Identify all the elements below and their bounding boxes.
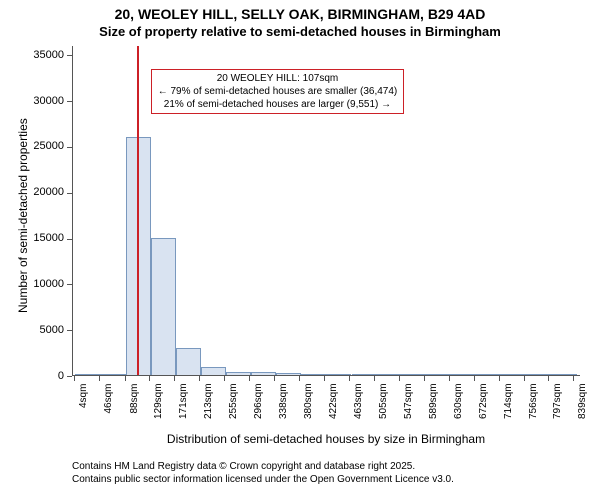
annotation-line: 20 WEOLEY HILL: 107sqm — [158, 72, 398, 85]
x-tick-label: 46sqm — [103, 383, 114, 413]
y-tick-label: 30000 — [33, 95, 64, 107]
annotation-box: 20 WEOLEY HILL: 107sqm← 79% of semi-deta… — [151, 69, 405, 114]
y-tick-label: 25000 — [33, 140, 64, 152]
y-tick-label: 20000 — [33, 186, 64, 198]
histogram-bar — [552, 374, 577, 375]
x-tick — [249, 376, 250, 381]
histogram-bar — [527, 374, 552, 375]
x-tick — [524, 376, 525, 381]
y-tick — [67, 284, 72, 285]
histogram-bar — [326, 374, 351, 375]
x-tick-label: 797sqm — [552, 383, 563, 419]
x-tick — [573, 376, 574, 381]
x-tick-label: 630sqm — [453, 383, 464, 419]
x-tick — [74, 376, 75, 381]
x-tick — [224, 376, 225, 381]
x-tick — [374, 376, 375, 381]
x-tick-label: 88sqm — [129, 383, 140, 413]
chart-title-2: Size of property relative to semi-detach… — [0, 24, 600, 39]
histogram-bar — [301, 374, 326, 375]
x-tick-label: 129sqm — [153, 383, 164, 419]
x-tick-label: 589sqm — [428, 383, 439, 419]
y-tick — [67, 55, 72, 56]
x-tick-label: 338sqm — [278, 383, 289, 419]
x-tick — [199, 376, 200, 381]
x-tick — [399, 376, 400, 381]
x-tick-label: 296sqm — [253, 383, 264, 419]
marker-line — [137, 46, 139, 375]
histogram-bar — [75, 374, 100, 375]
histogram-bar — [276, 373, 301, 375]
histogram-bar — [100, 374, 125, 375]
x-tick-label: 380sqm — [303, 383, 314, 419]
x-tick — [299, 376, 300, 381]
y-tick — [67, 330, 72, 331]
x-tick — [499, 376, 500, 381]
y-tick-label: 15000 — [33, 232, 64, 244]
histogram-bar — [452, 374, 477, 375]
y-tick-label: 10000 — [33, 278, 64, 290]
histogram-bar — [502, 374, 527, 375]
histogram-bar — [402, 374, 427, 375]
x-tick — [424, 376, 425, 381]
annotation-line: 21% of semi-detached houses are larger (… — [158, 98, 398, 111]
x-axis-label: Distribution of semi-detached houses by … — [72, 432, 580, 446]
histogram-bar — [226, 372, 251, 375]
x-tick-label: 463sqm — [353, 383, 364, 419]
y-axis-label: Number of semi-detached properties — [16, 118, 30, 313]
x-tick — [474, 376, 475, 381]
y-tick — [67, 239, 72, 240]
y-tick-label: 0 — [58, 370, 64, 382]
histogram-bar — [151, 238, 176, 376]
plot-area: 20 WEOLEY HILL: 107sqm← 79% of semi-deta… — [72, 46, 580, 376]
x-tick — [174, 376, 175, 381]
histogram-bar — [377, 374, 402, 375]
x-tick-label: 213sqm — [203, 383, 214, 419]
y-tick — [67, 101, 72, 102]
x-tick — [125, 376, 126, 381]
x-tick — [349, 376, 350, 381]
x-tick — [99, 376, 100, 381]
y-tick — [67, 147, 72, 148]
histogram-bar — [427, 374, 452, 375]
x-tick-label: 714sqm — [503, 383, 514, 419]
x-tick-label: 171sqm — [178, 383, 189, 419]
x-tick — [324, 376, 325, 381]
histogram-bar — [352, 374, 377, 375]
x-tick-label: 839sqm — [577, 383, 588, 419]
y-tick-label: 5000 — [40, 324, 64, 336]
histogram-bar — [251, 372, 276, 375]
x-tick-label: 505sqm — [378, 383, 389, 419]
x-tick-label: 672sqm — [478, 383, 489, 419]
source-attribution: Contains HM Land Registry data © Crown c… — [72, 460, 454, 486]
y-tick — [67, 193, 72, 194]
y-tick-label: 35000 — [33, 49, 64, 61]
x-tick-label: 756sqm — [528, 383, 539, 419]
histogram-bar — [201, 367, 226, 375]
x-tick — [149, 376, 150, 381]
x-tick-label: 422sqm — [328, 383, 339, 419]
chart-title-1: 20, WEOLEY HILL, SELLY OAK, BIRMINGHAM, … — [0, 6, 600, 22]
annotation-line: ← 79% of semi-detached houses are smalle… — [158, 85, 398, 98]
histogram-bar — [176, 348, 201, 376]
source-line-1: Contains HM Land Registry data © Crown c… — [72, 460, 454, 473]
x-tick — [548, 376, 549, 381]
x-tick-label: 4sqm — [78, 384, 89, 408]
x-tick-label: 255sqm — [228, 383, 239, 419]
x-tick — [274, 376, 275, 381]
x-tick — [449, 376, 450, 381]
histogram-bar — [477, 374, 502, 375]
source-line-2: Contains public sector information licen… — [72, 473, 454, 486]
x-tick-label: 547sqm — [403, 383, 414, 419]
y-tick — [67, 376, 72, 377]
